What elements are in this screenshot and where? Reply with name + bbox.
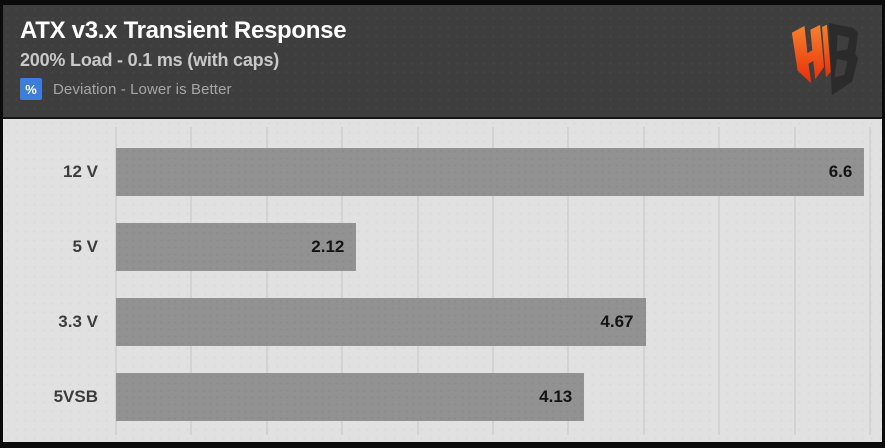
category-label: 3.3 V	[58, 312, 98, 331]
chart-header: ATX v3.x Transient Response 200% Load - …	[3, 5, 882, 117]
bar: 2.12	[116, 223, 357, 271]
hardware-busters-logo-icon	[791, 22, 859, 96]
chart-row: 5VSB 4.13	[54, 373, 870, 421]
gridline	[416, 127, 419, 435]
value-label: 6.6	[828, 162, 853, 181]
legend-text: Deviation - Lower is Better	[53, 80, 232, 98]
page-title: ATX v3.x Transient Response	[20, 17, 347, 44]
bar-chart: 12 V 6.6 5 V 2.12 3.3 V 4.67 5VSB 4.13	[3, 117, 882, 442]
legend-row: % Deviation - Lower is Better	[20, 78, 882, 100]
bar: 4.13	[116, 373, 585, 421]
rows: 12 V 6.6 5 V 2.12 3.3 V 4.67 5VSB 4.13	[54, 148, 870, 442]
chart-row: 3.3 V 4.67	[58, 298, 870, 346]
percent-badge-icon: %	[20, 78, 42, 100]
gridline	[115, 127, 117, 435]
gridline	[265, 127, 268, 435]
gridline	[341, 127, 344, 435]
chart-row: 5 V 2.12	[72, 223, 870, 271]
plot-area: 12 V 6.6 5 V 2.12 3.3 V 4.67 5VSB 4.13	[54, 127, 871, 435]
gridline	[718, 127, 721, 435]
gridline	[869, 127, 871, 435]
category-label: 5VSB	[53, 387, 98, 406]
value-label: 4.13	[539, 387, 573, 406]
chart-row: 12 V 6.6	[63, 148, 870, 196]
gridline	[190, 127, 193, 435]
gridline	[793, 127, 796, 435]
gridline	[642, 127, 645, 435]
value-label: 4.67	[600, 312, 634, 331]
category-label: 5 V	[72, 237, 98, 256]
bar: 4.67	[116, 298, 646, 346]
bar: 6.6	[116, 148, 865, 196]
gridline	[567, 127, 570, 435]
category-label: 12 V	[63, 162, 98, 181]
chart-subtitle: 200% Load - 0.1 ms (with caps)	[20, 50, 280, 70]
value-label: 2.12	[311, 237, 345, 256]
gridline	[492, 127, 494, 435]
